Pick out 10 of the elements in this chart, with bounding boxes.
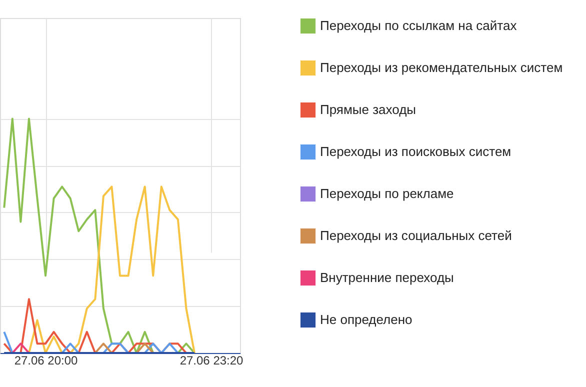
legend-label: Прямые заходы xyxy=(320,102,416,117)
x-tick-label: 27.06 23:20 xyxy=(180,354,244,368)
legend-label: Внутренние переходы xyxy=(320,270,454,285)
legend-label: Не определено xyxy=(320,312,412,327)
x-tick-label: 27.06 20:00 xyxy=(14,354,78,368)
legend-label: Переходы по рекламе xyxy=(320,186,454,201)
legend-label: Переходы из социальных сетей xyxy=(320,228,512,243)
legend-label: Переходы из поисковых систем xyxy=(320,144,512,159)
legend-label: Переходы по ссылкам на сайтах xyxy=(320,18,518,33)
legend-label: Переходы из рекомендательных систем xyxy=(320,60,563,75)
